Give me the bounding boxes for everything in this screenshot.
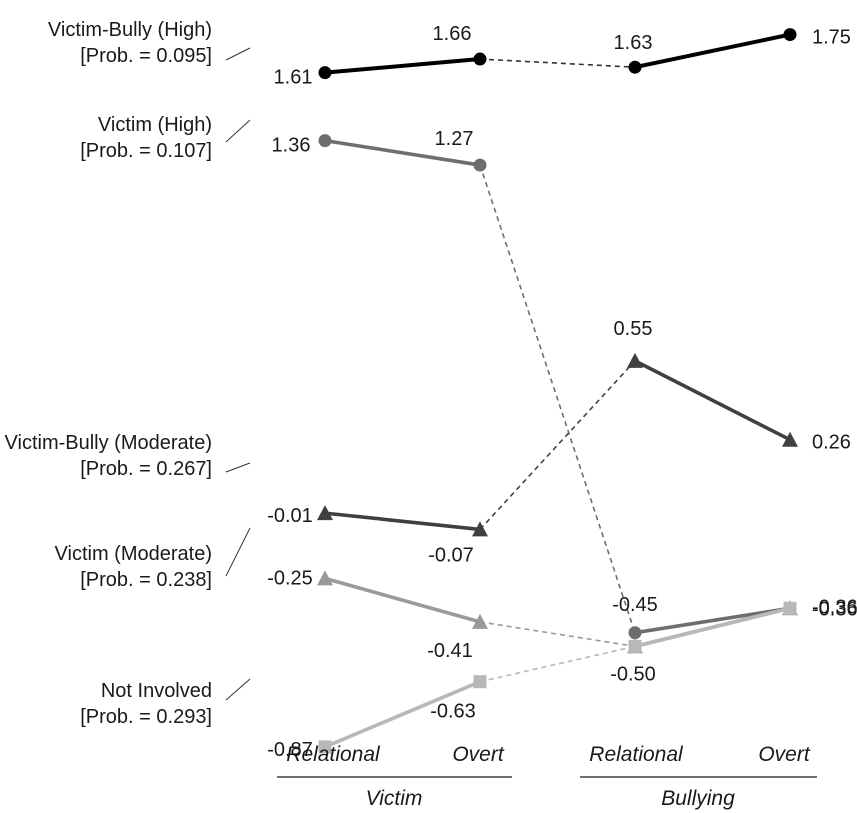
legend: Victim-Bully (High) [Prob. = 0.095] Victim…: [5, 19, 251, 728]
data-label-not-involved-0: -0.87: [267, 739, 313, 761]
data-label-victim-bully-moderate-3: 0.26: [812, 432, 851, 454]
series-line-victim-high: [323, 138, 482, 167]
connector-layer: [479, 58, 636, 683]
legend-name-victim-high: Victim (High): [98, 114, 212, 136]
x-tick-label: Relational: [589, 743, 684, 766]
marker-not-involved-0: [318, 740, 332, 754]
x-tick-label: Overt: [758, 743, 811, 766]
marker-victim-bully-moderate-3: [782, 431, 798, 447]
data-label-not-involved-1: -0.63: [430, 701, 476, 723]
legend-leader-victim-bully-high: [225, 47, 251, 61]
series-line-not-involved: [633, 606, 792, 649]
data-label-victim-bully-moderate-1: -0.07: [428, 544, 474, 566]
marker-victim-bully-high-2: [628, 60, 642, 74]
series-line-victim-bully-moderate: [323, 511, 482, 532]
marker-victim-high-1: [473, 158, 487, 172]
marker-not-involved-3: [783, 601, 797, 615]
series-connector-victim-bully-high: [479, 58, 636, 69]
series-connector-victim-bully-moderate: [479, 360, 636, 530]
data-label-victim-bully-moderate-2: 0.55: [614, 318, 653, 340]
series-line-victim-bully-moderate: [633, 359, 792, 442]
data-label-victim-bully-high-2: 1.63: [614, 32, 653, 54]
legend-name-not-involved: Not Involved: [101, 680, 212, 702]
x-tick-label: Relational: [286, 743, 381, 766]
data-labels-layer: 1.61 1.66 1.63 1.75 1.36 1.27 -0.45 -0.36 -0.01 -…: [267, 23, 857, 761]
data-label-victim-bully-high-1: 1.66: [433, 23, 472, 45]
data-label-victim-high-2: -0.45: [612, 594, 658, 616]
legend-name-victim-bully-high: Victim-Bully (High): [48, 19, 212, 41]
marker-victim-high-2: [628, 626, 642, 640]
marker-victim-bully-moderate-0: [317, 505, 333, 521]
data-label-victim-bully-high-0: 1.61: [274, 67, 313, 89]
marker-victim-bully-high-0: [318, 66, 332, 80]
data-label-victim-moderate-2: -0.50: [610, 663, 656, 685]
series-line-victim-moderate: [323, 576, 482, 624]
data-label-victim-moderate-1: -0.41: [427, 640, 473, 662]
x-group-label-victim: Victim: [366, 787, 423, 810]
marker-victim-moderate-1: [472, 613, 488, 629]
legend-prob-victim-bully-high: [Prob. = 0.095]: [80, 45, 212, 67]
legend-name-victim-bully-moderate: Victim-Bully (Moderate): [5, 432, 212, 454]
series-lines-layer: [323, 32, 792, 749]
data-label-victim-high-3: -0.36: [812, 598, 857, 620]
data-label-victim-high-1: 1.27: [435, 128, 474, 150]
legend-prob-victim-moderate: [Prob. = 0.238]: [80, 569, 212, 591]
series-connector-victim-high: [479, 164, 636, 634]
data-label-victim-moderate-0: -0.25: [267, 567, 313, 589]
marker-victim-bully-moderate-2: [627, 352, 643, 368]
legend-prob-not-involved: [Prob. = 0.293]: [80, 706, 212, 728]
legend-name-victim-moderate: Victim (Moderate): [55, 543, 212, 565]
legend-leader-not-involved: [225, 678, 251, 701]
data-label-victim-bully-moderate-0: -0.01: [267, 505, 313, 527]
series-line-victim-bully-high: [633, 32, 792, 70]
legend-leader-victim-high: [225, 119, 251, 143]
marker-not-involved-1: [473, 675, 487, 689]
marker-not-involved-2: [628, 639, 642, 653]
marker-victim-moderate-0: [317, 570, 333, 586]
data-label-victim-bully-high-3: 1.75: [812, 27, 851, 49]
series-line-not-involved: [323, 679, 482, 749]
data-label-victim-high-0: 1.36: [272, 135, 311, 157]
markers-layer: [317, 28, 798, 754]
marker-victim-bully-high-1: [473, 52, 487, 66]
x-group-label-bullying: Bullying: [661, 787, 735, 810]
legend-leader-victim-bully-moderate: [225, 462, 251, 473]
series-line-victim-bully-high: [323, 57, 482, 75]
marker-victim-bully-moderate-1: [472, 521, 488, 537]
legend-prob-victim-high: [Prob. = 0.107]: [80, 140, 212, 162]
series-connector-victim-moderate: [479, 621, 636, 648]
data-label-victim-moderate-3: -0.36: [812, 596, 857, 618]
x-axis: Relational Overt Relational Overt Victim…: [277, 743, 817, 810]
x-tick-label: Overt: [452, 743, 505, 766]
legend-leader-victim-moderate: [225, 527, 251, 577]
legend-prob-victim-bully-moderate: [Prob. = 0.267]: [80, 458, 212, 480]
marker-victim-high-0: [318, 134, 332, 148]
series-line-victim-high: [633, 606, 792, 635]
marker-victim-bully-high-3: [783, 28, 797, 42]
